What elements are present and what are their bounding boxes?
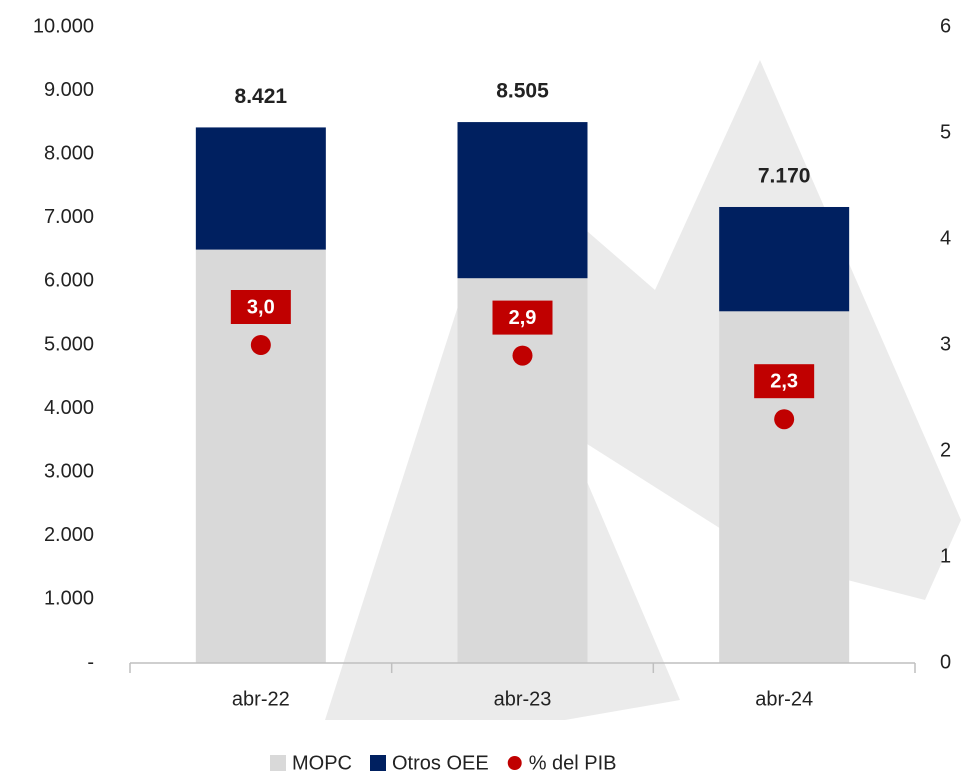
point xyxy=(250,335,271,355)
y2-tick-label: 6 xyxy=(940,15,951,37)
legend-label: % del PIB xyxy=(529,752,617,774)
bar-segment xyxy=(457,278,588,663)
y-tick-label: 3.000 xyxy=(44,460,94,482)
y-tick-label: 10.000 xyxy=(33,15,94,37)
legend-label: MOPC xyxy=(292,752,352,774)
legend-marker xyxy=(507,756,522,770)
x-tick-label: abr-22 xyxy=(232,688,290,710)
x-tick-label: abr-23 xyxy=(494,688,552,710)
y-tick-label: 6.000 xyxy=(44,270,94,292)
y-tick-label: - xyxy=(87,651,94,673)
y2-tick-label: 5 xyxy=(940,121,951,143)
point-label-box xyxy=(754,364,815,399)
bar-segment xyxy=(719,206,850,312)
y-tick-label: 1.000 xyxy=(44,588,94,610)
bar-segment xyxy=(457,122,588,279)
y-tick-label: 9.000 xyxy=(44,79,94,101)
point-label: 2,3 xyxy=(770,370,798,392)
point-label-box xyxy=(230,290,291,324)
y-tick-label: 4.000 xyxy=(44,397,94,419)
legend-marker xyxy=(270,755,286,771)
bar-segment xyxy=(719,311,850,663)
total-label: 7.170 xyxy=(758,165,811,188)
point xyxy=(774,409,795,430)
point xyxy=(512,345,533,366)
legend-marker xyxy=(370,755,386,771)
point-label: 3,0 xyxy=(247,296,275,318)
legend-label: Otros OEE xyxy=(392,752,489,774)
y2-tick-label: 2 xyxy=(940,439,951,461)
y2-tick-label: 3 xyxy=(940,333,951,355)
y-tick-label: 5.000 xyxy=(44,333,94,355)
y-tick-label: 2.000 xyxy=(44,524,94,546)
x-tick-label: abr-24 xyxy=(755,688,813,710)
total-label: 8.505 xyxy=(496,80,549,103)
y-tick-label: 7.000 xyxy=(44,206,94,228)
y2-tick-label: 0 xyxy=(940,651,951,673)
y2-tick-label: 1 xyxy=(940,545,951,567)
watermark xyxy=(325,60,961,720)
point-label: 2,9 xyxy=(509,307,537,329)
y2-tick-label: 4 xyxy=(940,227,951,249)
bar-segment xyxy=(195,127,326,250)
total-label: 8.421 xyxy=(235,85,288,108)
y-tick-label: 8.000 xyxy=(44,142,94,164)
point-label-box xyxy=(492,300,553,335)
